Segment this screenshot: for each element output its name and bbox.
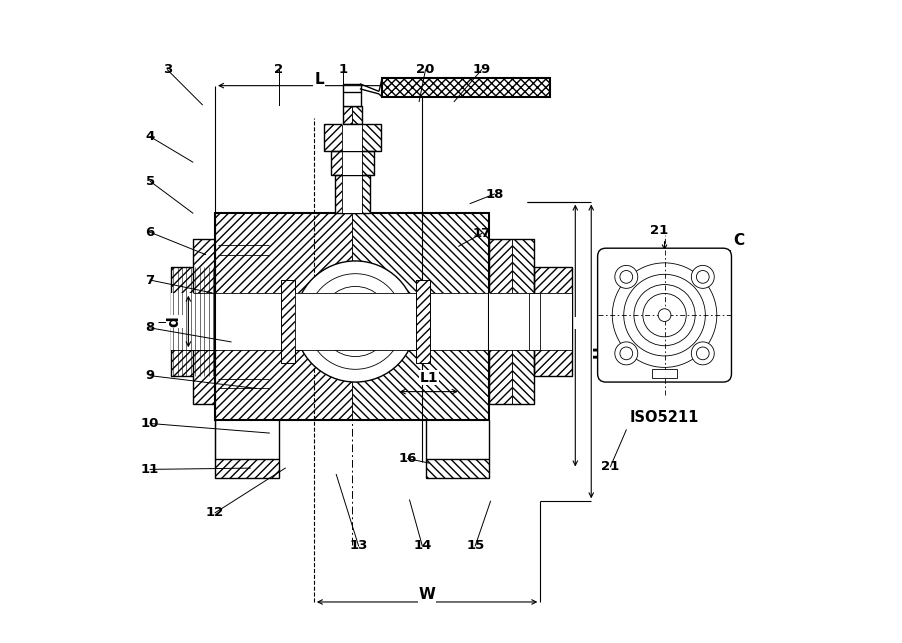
Bar (382, 78, 550, 97)
Text: 21: 21 (602, 460, 620, 473)
Bar (344, 92, 361, 106)
Bar (416, 280, 430, 363)
Text: 21: 21 (650, 224, 668, 237)
Bar (216, 458, 279, 478)
Bar (416, 280, 430, 363)
Text: H: H (593, 345, 608, 358)
Text: 4: 4 (145, 130, 155, 143)
Bar (330, 150, 373, 175)
Bar (281, 280, 295, 363)
Bar (652, 369, 677, 378)
Text: L1: L1 (419, 370, 438, 385)
Text: 6: 6 (145, 226, 155, 239)
Text: 15: 15 (466, 539, 484, 552)
Text: 13: 13 (349, 539, 368, 552)
Bar (426, 458, 489, 478)
Bar (193, 239, 216, 404)
Text: C: C (733, 233, 745, 248)
Bar (352, 175, 370, 213)
Bar (324, 124, 381, 150)
Bar (216, 213, 489, 421)
Text: ISO5211: ISO5211 (630, 410, 699, 424)
Bar (511, 239, 534, 404)
Bar (216, 213, 489, 421)
Bar (216, 458, 279, 478)
Bar (426, 458, 489, 478)
Bar (170, 267, 216, 376)
Text: 16: 16 (399, 452, 417, 465)
Bar (193, 293, 216, 350)
Bar (324, 124, 352, 150)
FancyBboxPatch shape (598, 248, 732, 382)
Bar (534, 267, 572, 376)
Bar (382, 78, 550, 97)
Text: 9: 9 (145, 369, 154, 382)
Bar (335, 175, 352, 213)
Text: 19: 19 (473, 63, 491, 77)
Circle shape (691, 342, 714, 365)
Bar (216, 293, 489, 350)
Bar (295, 293, 416, 350)
Bar (343, 106, 362, 124)
Bar (170, 293, 222, 350)
Text: W: W (419, 587, 435, 602)
Text: 5: 5 (145, 175, 154, 188)
Bar (489, 239, 534, 404)
Text: 1: 1 (338, 63, 347, 77)
Bar (330, 150, 352, 175)
Bar (342, 175, 363, 213)
Bar (352, 106, 362, 124)
Bar (342, 124, 363, 150)
Bar (170, 267, 216, 376)
Circle shape (615, 266, 638, 288)
Text: 14: 14 (413, 539, 431, 552)
Text: 17: 17 (473, 227, 491, 240)
Text: 7: 7 (145, 273, 154, 287)
Text: 3: 3 (162, 63, 172, 77)
Text: 2: 2 (274, 63, 283, 77)
Bar (529, 293, 540, 350)
Bar (335, 175, 370, 213)
Text: 18: 18 (485, 188, 503, 201)
Text: h: h (560, 318, 575, 328)
Circle shape (658, 309, 671, 322)
Bar (352, 150, 373, 175)
Text: d: d (167, 316, 182, 327)
Bar (343, 106, 352, 124)
Text: 11: 11 (141, 463, 160, 476)
Bar (216, 213, 352, 421)
Text: 10: 10 (141, 417, 160, 430)
Text: 12: 12 (206, 506, 225, 520)
Bar (489, 293, 534, 350)
Text: L: L (314, 72, 324, 87)
Bar (534, 267, 572, 376)
Bar (193, 239, 216, 404)
Bar (489, 239, 511, 404)
Text: 8: 8 (145, 322, 155, 334)
Bar (352, 213, 489, 421)
Text: 20: 20 (417, 63, 435, 77)
Circle shape (295, 261, 416, 382)
Circle shape (615, 342, 638, 365)
Bar (342, 150, 363, 175)
Bar (534, 293, 572, 350)
Bar (281, 280, 295, 363)
Circle shape (691, 266, 714, 288)
Bar (352, 124, 381, 150)
